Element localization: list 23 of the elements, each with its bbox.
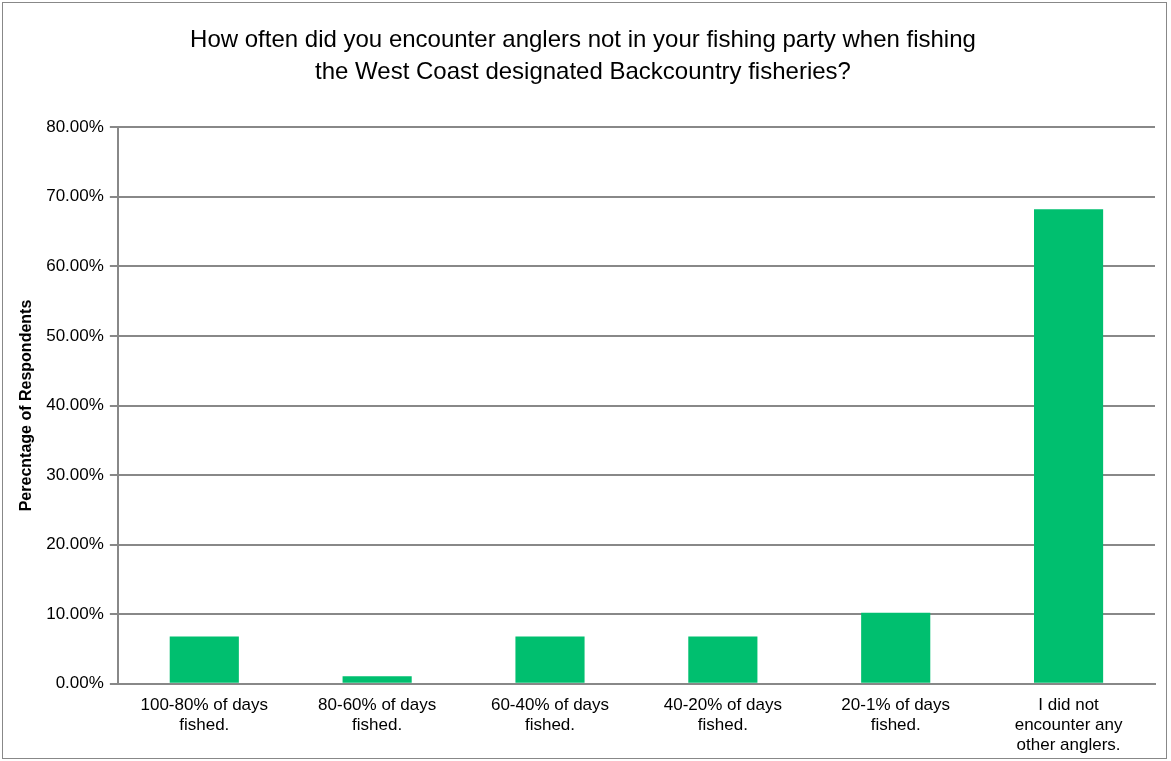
x-tick-label: 40-20% of days fished. [663, 694, 782, 735]
bar [861, 612, 931, 683]
bar [342, 676, 412, 683]
y-axis-title: Perecntage of Respondents [17, 299, 35, 512]
x-tick-label: 20-1% of days fished. [841, 694, 951, 735]
y-tick-label: 30.00% [46, 464, 104, 484]
bar [169, 636, 239, 683]
bar [1034, 209, 1104, 683]
y-tick-label: 60.00% [46, 256, 104, 276]
y-tick-label: 20.00% [46, 534, 104, 554]
chart-title: How often did you encounter anglers not in your fishing party when fishing the West Coast designated Backcountry fisheries? [189, 24, 977, 86]
y-tick-label: 10.00% [46, 603, 104, 623]
y-tick-label: 50.00% [46, 325, 104, 345]
bar [688, 636, 758, 683]
x-tick-label: 100-80% of days fished. [140, 694, 269, 735]
x-tick-label: 80-60% of days fished. [318, 694, 437, 735]
y-tick-label: 70.00% [46, 186, 104, 206]
x-tick-label: 60-40% of days fished. [490, 694, 610, 735]
y-tick-label: 0.00% [55, 673, 104, 693]
y-tick-label: 40.00% [46, 395, 104, 415]
y-tick-label: 80.00% [46, 116, 104, 136]
bar [515, 636, 585, 683]
x-tick-label: I did not encounter any other anglers. [1014, 694, 1123, 755]
